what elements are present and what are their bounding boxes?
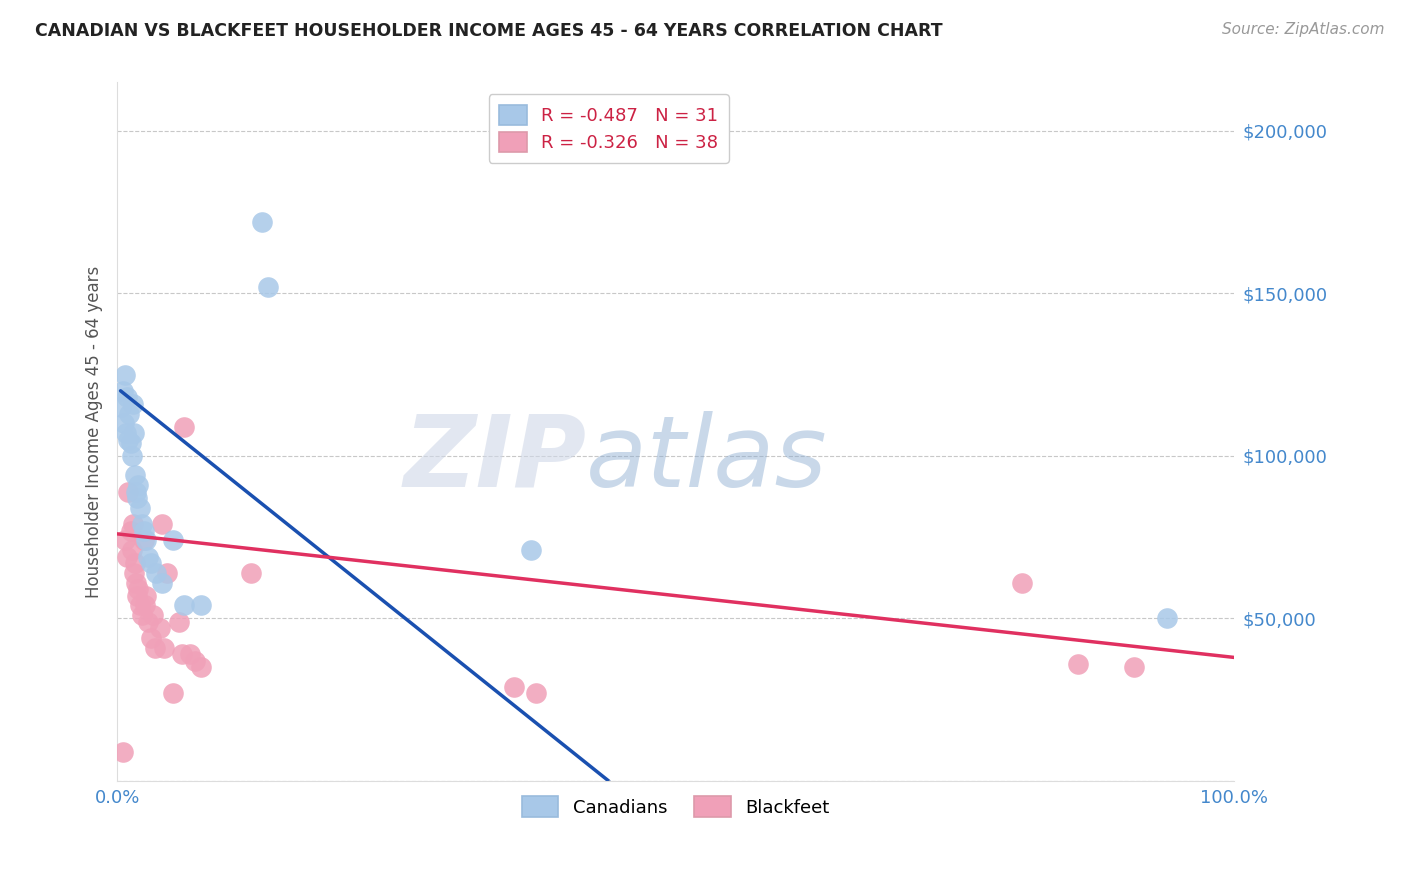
- Point: [131, 608, 153, 623]
- Point: [121, 543, 143, 558]
- Text: CANADIAN VS BLACKFEET HOUSEHOLDER INCOME AGES 45 - 64 YEARS CORRELATION CHART: CANADIAN VS BLACKFEET HOUSEHOLDER INCOME…: [35, 22, 943, 40]
- Point: [162, 533, 184, 548]
- Point: [162, 686, 184, 700]
- Point: [127, 589, 149, 603]
- Point: [115, 390, 138, 404]
- Point: [112, 417, 135, 431]
- Point: [132, 524, 155, 538]
- Text: Source: ZipAtlas.com: Source: ZipAtlas.com: [1222, 22, 1385, 37]
- Y-axis label: Householder Income Ages 45 - 64 years: Householder Income Ages 45 - 64 years: [86, 265, 103, 598]
- Point: [121, 449, 143, 463]
- Legend: Canadians, Blackfeet: Canadians, Blackfeet: [515, 789, 837, 824]
- Point: [1122, 660, 1144, 674]
- Point: [132, 533, 155, 548]
- Point: [118, 407, 141, 421]
- Point: [138, 615, 160, 629]
- Point: [121, 397, 143, 411]
- Point: [173, 599, 195, 613]
- Point: [135, 533, 157, 548]
- Point: [128, 599, 150, 613]
- Point: [115, 549, 138, 564]
- Point: [111, 384, 134, 398]
- Point: [124, 468, 146, 483]
- Point: [150, 575, 173, 590]
- Point: [117, 433, 139, 447]
- Point: [257, 279, 280, 293]
- Point: [121, 517, 143, 532]
- Point: [142, 608, 165, 623]
- Point: [110, 400, 132, 414]
- Point: [117, 484, 139, 499]
- Point: [167, 615, 190, 629]
- Point: [122, 566, 145, 580]
- Point: [127, 582, 149, 596]
- Point: [131, 517, 153, 532]
- Point: [149, 621, 172, 635]
- Point: [1067, 657, 1090, 671]
- Point: [190, 660, 212, 674]
- Point: [252, 215, 274, 229]
- Point: [111, 745, 134, 759]
- Point: [122, 426, 145, 441]
- Point: [124, 556, 146, 570]
- Point: [127, 491, 149, 505]
- Point: [120, 524, 142, 538]
- Point: [190, 599, 212, 613]
- Point: [128, 500, 150, 515]
- Point: [134, 599, 156, 613]
- Text: atlas: atlas: [586, 411, 828, 508]
- Point: [1156, 611, 1178, 625]
- Point: [114, 368, 136, 382]
- Point: [125, 575, 148, 590]
- Point: [524, 686, 547, 700]
- Point: [1011, 575, 1033, 590]
- Point: [156, 566, 179, 580]
- Text: ZIP: ZIP: [404, 411, 586, 508]
- Point: [138, 549, 160, 564]
- Point: [143, 640, 166, 655]
- Point: [170, 647, 193, 661]
- Point: [519, 543, 541, 558]
- Point: [125, 484, 148, 499]
- Point: [114, 533, 136, 548]
- Point: [145, 566, 167, 580]
- Point: [115, 426, 138, 441]
- Point: [179, 647, 201, 661]
- Point: [150, 517, 173, 532]
- Point: [139, 631, 162, 645]
- Point: [240, 566, 263, 580]
- Point: [135, 589, 157, 603]
- Point: [120, 435, 142, 450]
- Point: [127, 478, 149, 492]
- Point: [139, 556, 162, 570]
- Point: [502, 680, 524, 694]
- Point: [173, 419, 195, 434]
- Point: [184, 654, 207, 668]
- Point: [153, 640, 176, 655]
